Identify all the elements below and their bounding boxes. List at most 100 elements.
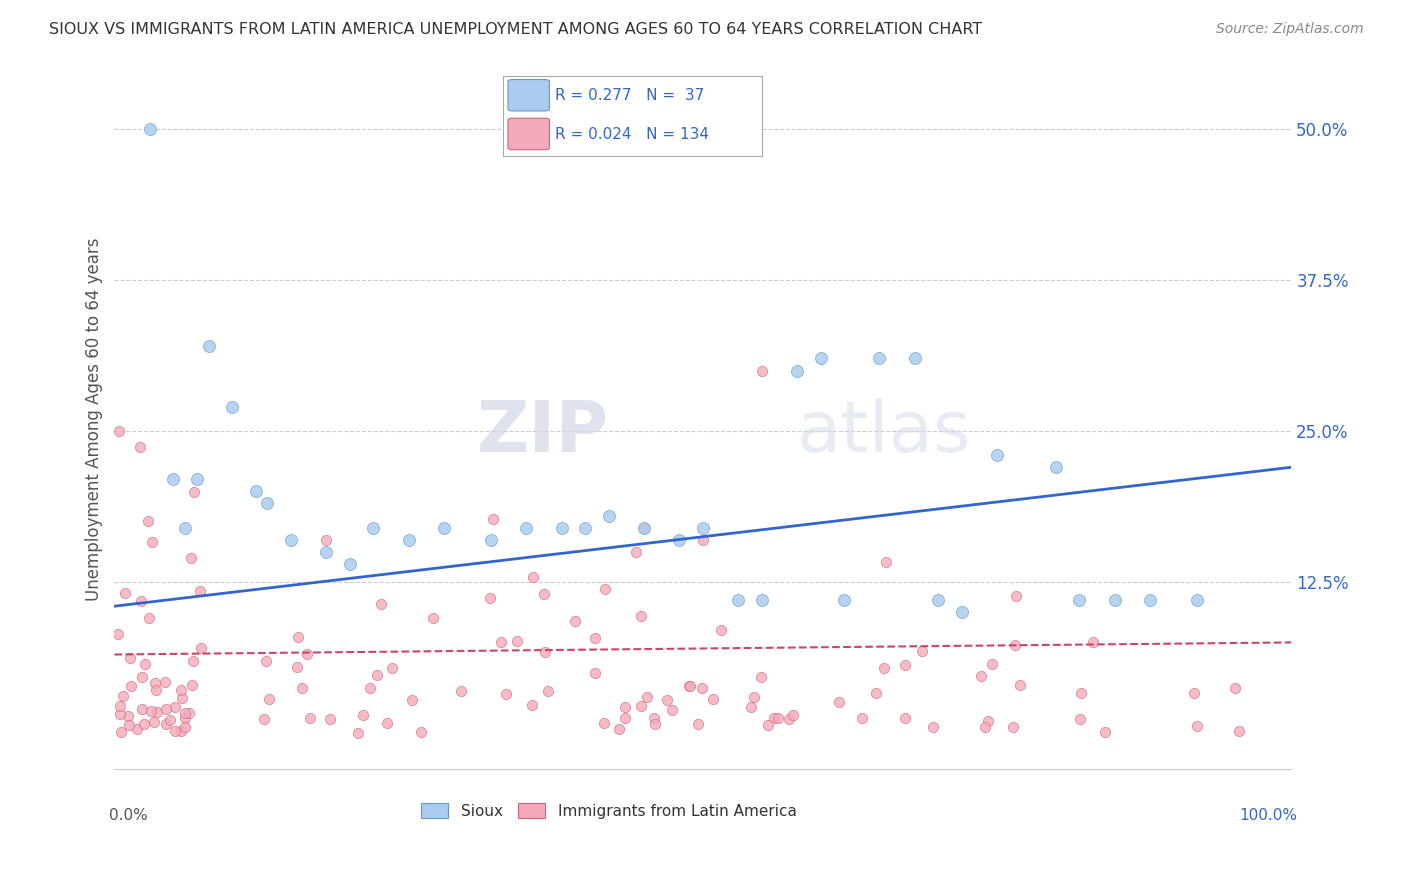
Point <box>643 711 665 725</box>
Point <box>433 521 456 535</box>
Point <box>125 723 148 737</box>
Point <box>875 555 897 569</box>
Text: 100.0%: 100.0% <box>1239 808 1298 822</box>
Point <box>370 597 392 611</box>
Point <box>692 533 714 547</box>
Point <box>287 630 309 644</box>
Point <box>131 670 153 684</box>
Point <box>129 441 152 455</box>
Point <box>141 535 163 549</box>
Point <box>583 666 606 681</box>
Point <box>574 521 596 535</box>
Point <box>614 699 637 714</box>
Point <box>107 627 129 641</box>
Point <box>515 521 537 535</box>
Point <box>118 717 141 731</box>
Point <box>1004 638 1026 652</box>
Point <box>347 725 370 739</box>
Point <box>295 647 318 661</box>
Point <box>522 570 544 584</box>
Point <box>710 623 733 637</box>
Point <box>285 660 308 674</box>
Point <box>614 711 637 725</box>
Point <box>756 718 779 732</box>
Point <box>727 593 749 607</box>
Point <box>117 709 139 723</box>
Point <box>145 682 167 697</box>
Point <box>291 681 314 695</box>
Point <box>751 593 773 607</box>
Point <box>782 708 804 723</box>
Point <box>450 684 472 698</box>
Point <box>980 657 1002 672</box>
Point <box>134 657 156 672</box>
Point <box>644 717 666 731</box>
Point <box>1008 678 1031 692</box>
Point <box>366 668 388 682</box>
Y-axis label: Unemployment Among Ages 60 to 64 years: Unemployment Among Ages 60 to 64 years <box>86 237 103 600</box>
Point <box>927 593 949 607</box>
Point <box>319 712 342 726</box>
Point <box>245 484 267 499</box>
Point <box>169 682 191 697</box>
Point <box>786 363 808 377</box>
Point <box>401 693 423 707</box>
Point <box>188 584 211 599</box>
Point <box>633 521 655 535</box>
Point <box>1182 686 1205 700</box>
Point <box>851 711 873 725</box>
Point <box>174 521 197 535</box>
Point <box>409 725 432 739</box>
Point <box>197 339 219 353</box>
Point <box>221 400 243 414</box>
Point <box>865 686 887 700</box>
Point <box>381 661 404 675</box>
Point <box>398 533 420 547</box>
Point <box>1187 719 1209 733</box>
Point <box>657 693 679 707</box>
Point <box>911 644 934 658</box>
Point <box>339 557 361 571</box>
Point <box>108 424 131 438</box>
Point <box>111 689 134 703</box>
Point <box>177 706 200 721</box>
Point <box>778 712 800 726</box>
Point <box>1139 593 1161 607</box>
Point <box>506 634 529 648</box>
Point <box>970 669 993 683</box>
Point <box>950 605 973 619</box>
Point <box>489 635 512 649</box>
Point <box>136 514 159 528</box>
Point <box>162 472 184 486</box>
Point <box>315 545 337 559</box>
Point <box>363 521 385 535</box>
Point <box>688 717 710 731</box>
Point <box>749 670 772 684</box>
Point <box>810 351 832 366</box>
Point <box>186 472 208 486</box>
Point <box>1094 725 1116 739</box>
Point <box>1070 686 1092 700</box>
Point <box>702 692 724 706</box>
Point <box>183 485 205 500</box>
Point <box>1185 593 1208 607</box>
Point <box>180 551 202 566</box>
Point <box>768 710 790 724</box>
Point <box>894 657 917 672</box>
Point <box>1005 589 1028 603</box>
Point <box>690 681 713 696</box>
Point <box>155 702 177 716</box>
Point <box>1227 724 1250 739</box>
Point <box>533 586 555 600</box>
Point <box>190 640 212 655</box>
Point <box>534 645 557 659</box>
Point <box>537 684 560 698</box>
Point <box>763 711 786 725</box>
Point <box>479 591 502 605</box>
Point <box>977 714 1000 728</box>
Point <box>481 512 503 526</box>
Point <box>751 363 773 377</box>
Point <box>375 715 398 730</box>
Point <box>1083 635 1105 649</box>
Point <box>257 692 280 706</box>
